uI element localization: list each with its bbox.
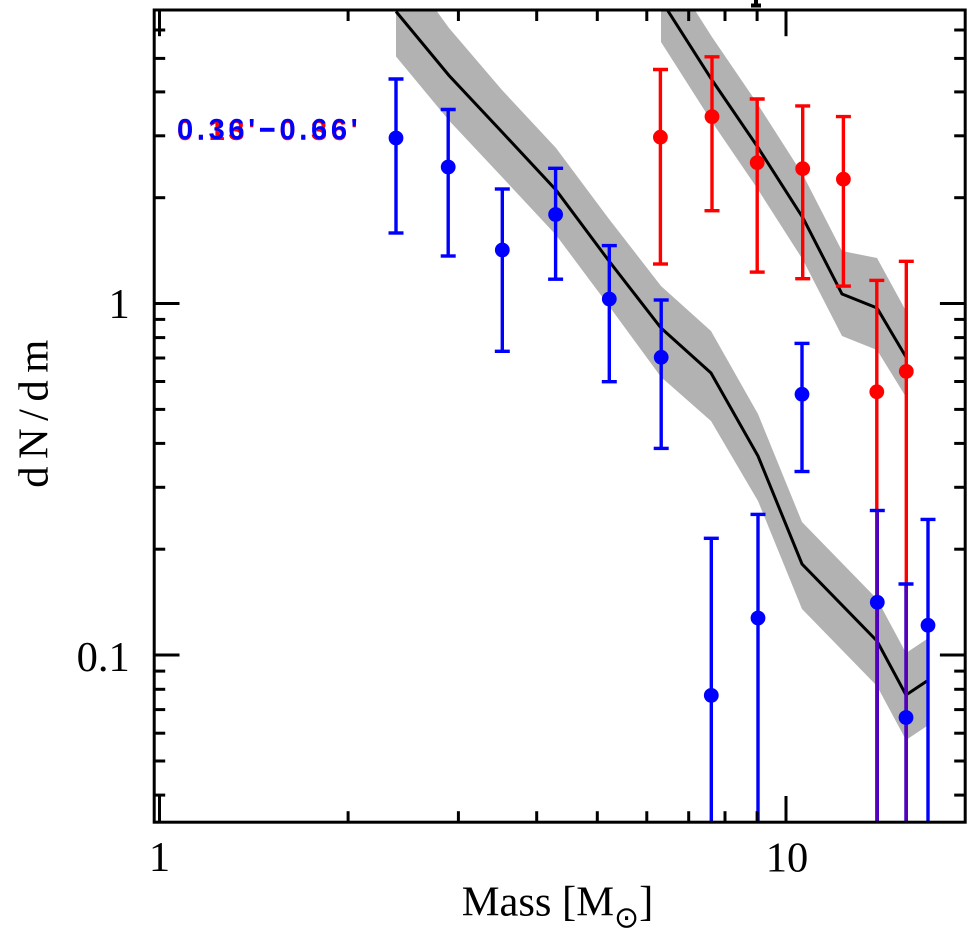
svg-text:0.13'−0.36': 0.13'−0.36' [177, 115, 361, 147]
svg-text:1: 1 [149, 834, 170, 881]
svg-text:0.1: 0.1 [77, 634, 130, 681]
svg-text:10: 10 [766, 835, 809, 882]
svg-text:1: 1 [108, 281, 129, 328]
svg-text:0.36'−0.66': 0.36'−0.66' [177, 114, 361, 146]
svg-text:Mass [M⊙]: Mass [M⊙] [462, 879, 654, 935]
svg-text:dN/dm: dN/dm [11, 332, 58, 488]
